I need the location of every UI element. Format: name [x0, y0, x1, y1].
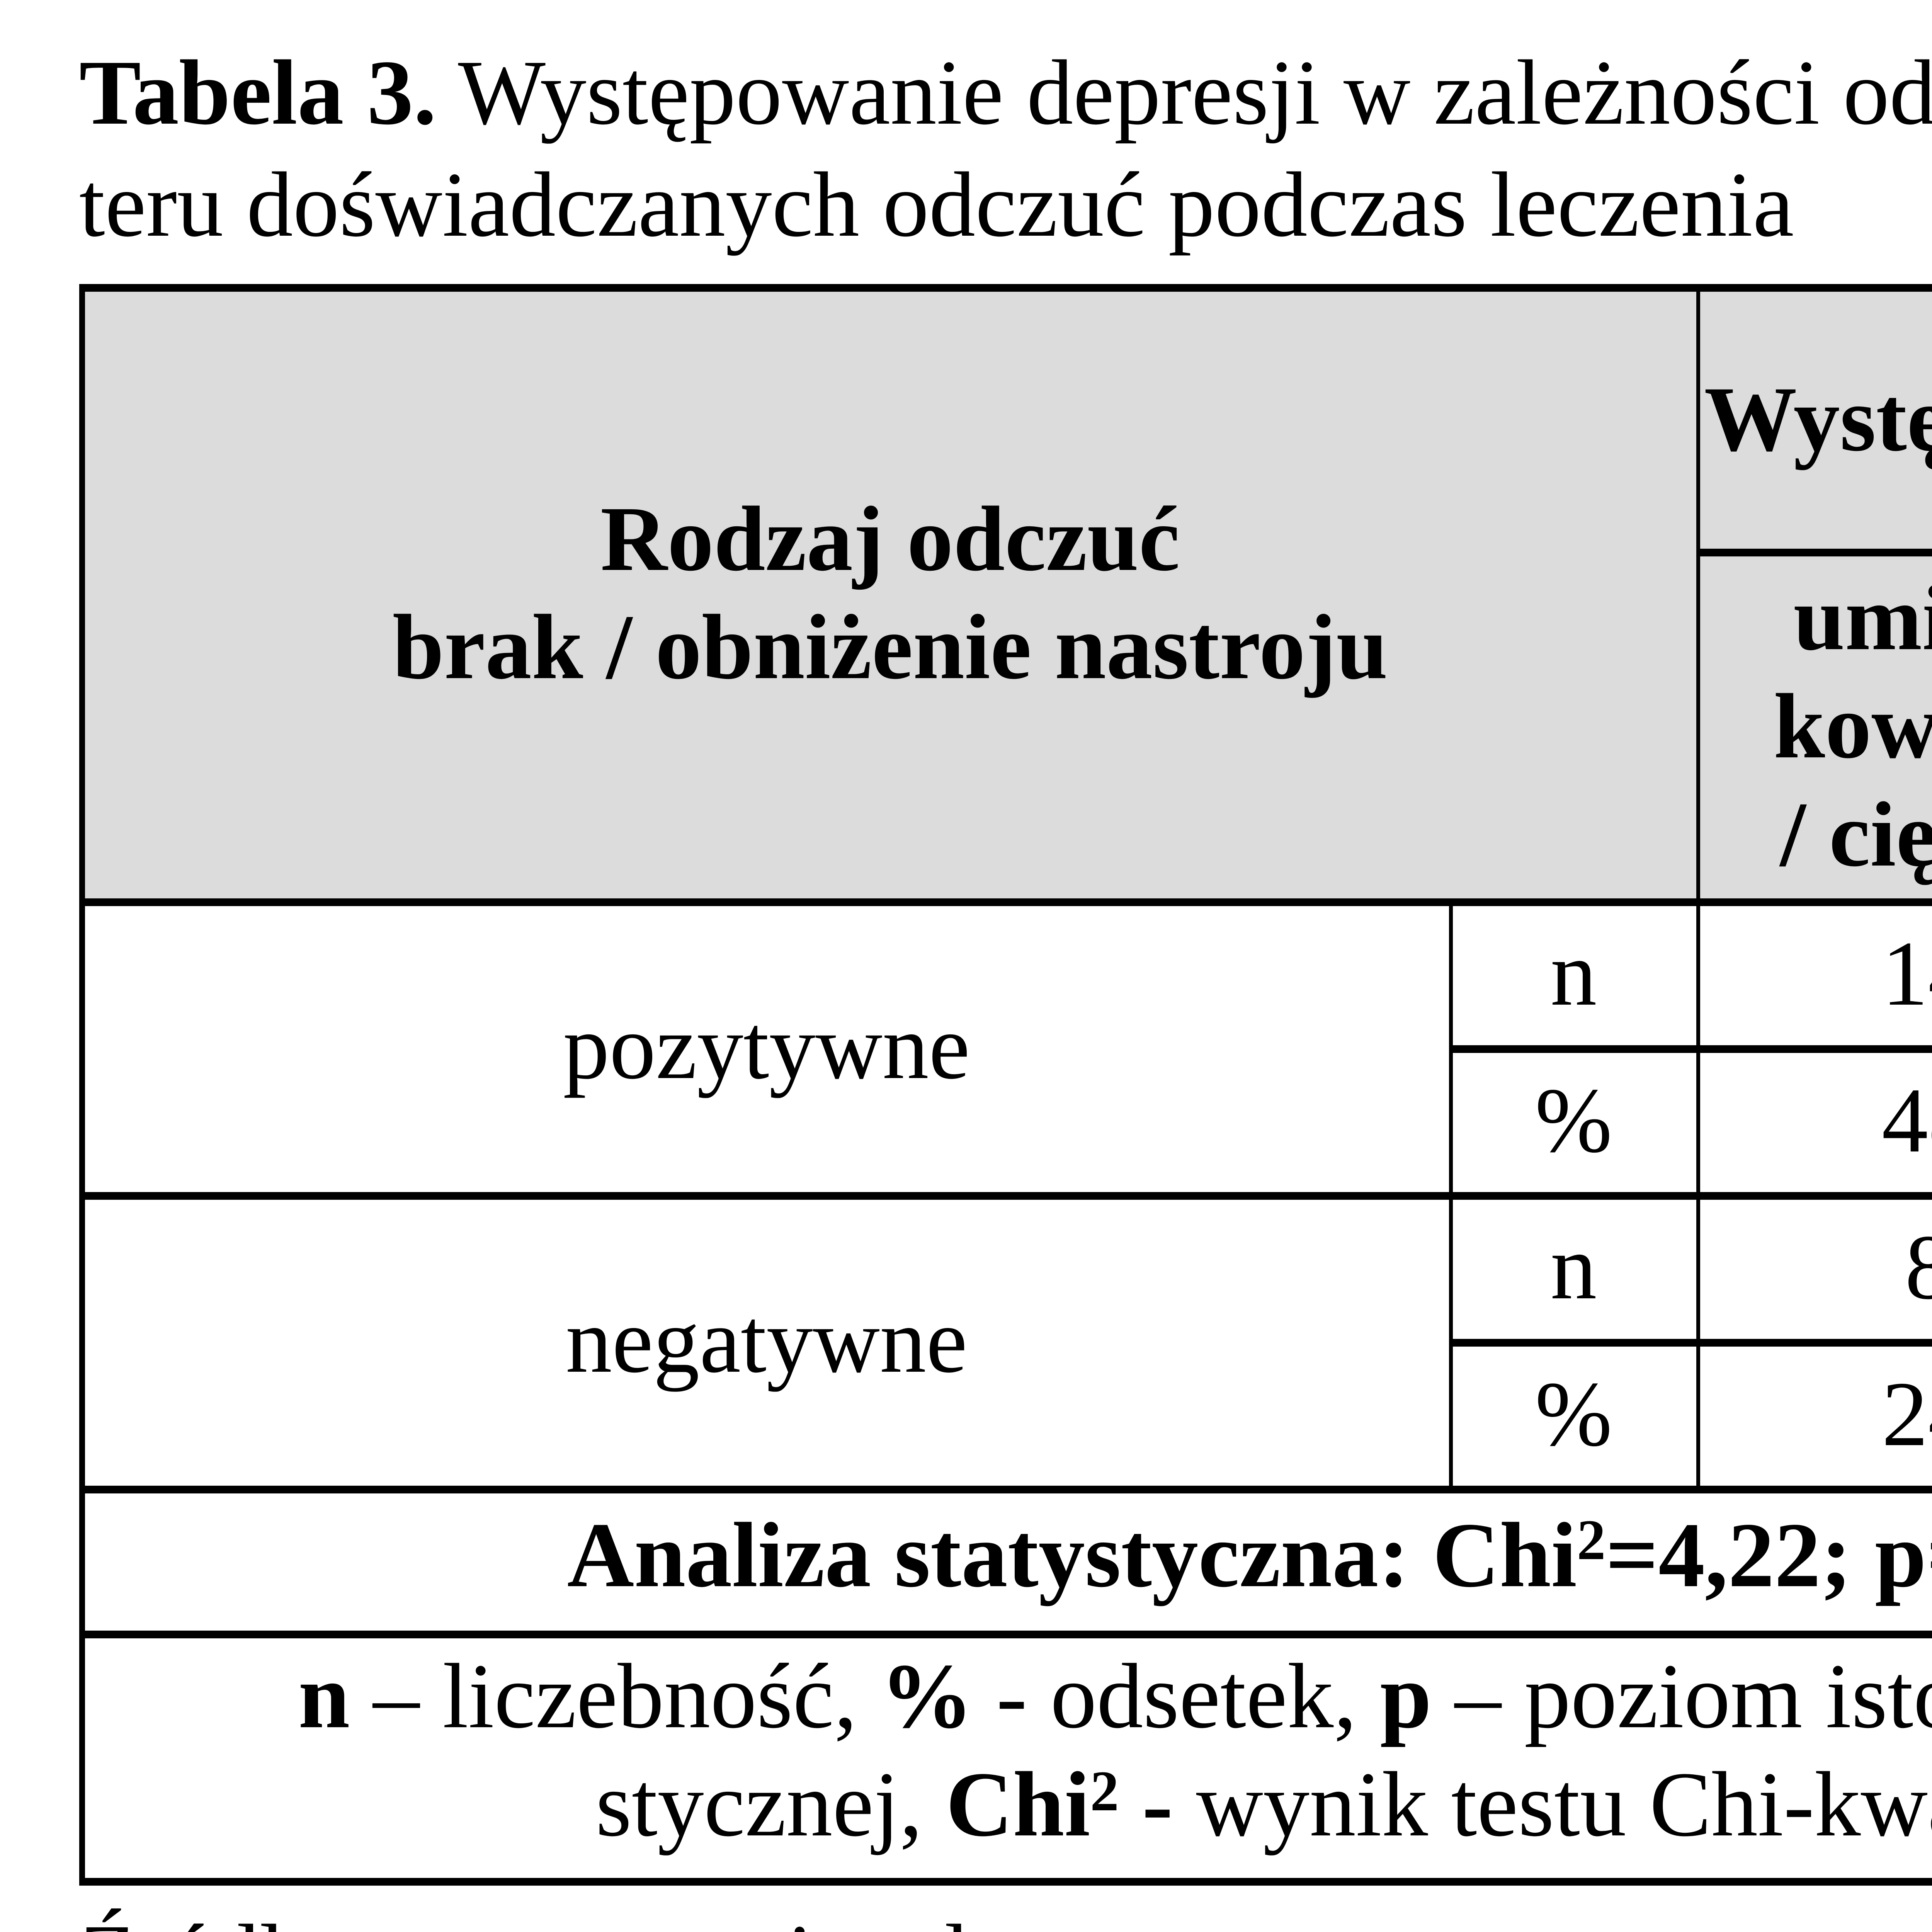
measure-label-percent: %	[1448, 1339, 1699, 1493]
measure-label-percent: %	[1448, 1045, 1699, 1200]
analysis-superscript: 2	[1577, 1509, 1606, 1573]
analysis-text-suffix: =4,22; p=0,04	[1605, 1504, 1932, 1607]
table-row: pozytywne n 14 15	[80, 898, 1932, 1200]
cell-pozytywne-n-col1: 14	[1695, 898, 1932, 1053]
cell-negatywne-pct-col1: 24	[1695, 1339, 1932, 1493]
table-row: % 24 76	[82, 1339, 1932, 1493]
measure-label-n: n	[1448, 1192, 1699, 1347]
header-subcol-moderate-severe: umiar- kowana / ciężka	[1695, 549, 1932, 906]
table-footnote: n – liczebność, % - odsetek, p – poziom …	[80, 1631, 1932, 1886]
header-group-label: Występowanie depresji	[1695, 284, 1932, 556]
table-caption: Tabela 3. Występowanie depresji w zależn…	[79, 43, 1932, 257]
row-label-negatywne: negatywne	[80, 1192, 1452, 1493]
cell-negatywne-n-col1: 8	[1695, 1192, 1932, 1347]
cell-pozytywne-pct-col1: 48	[1695, 1045, 1932, 1200]
source-line: Źródło: opracowanie własne.	[79, 1905, 1932, 1932]
measure-label-n: n	[1448, 898, 1699, 1053]
table-row: negatywne n 8 26	[80, 1192, 1932, 1493]
depression-occurrence-table: Rodzaj odczuć brak / obniżenie nastroju …	[79, 284, 1932, 1886]
analysis-text-prefix: Analiza statystyczna: Chi	[567, 1504, 1577, 1607]
statistical-analysis-row: Analiza statystyczna: Chi2=4,22; p=0,04	[80, 1486, 1932, 1638]
header-row-label: Rodzaj odczuć brak / obniżenie nastroju	[80, 284, 1699, 906]
row-label-pozytywne: pozytywne	[80, 898, 1452, 1200]
table-row: % 48 52	[82, 1045, 1932, 1200]
